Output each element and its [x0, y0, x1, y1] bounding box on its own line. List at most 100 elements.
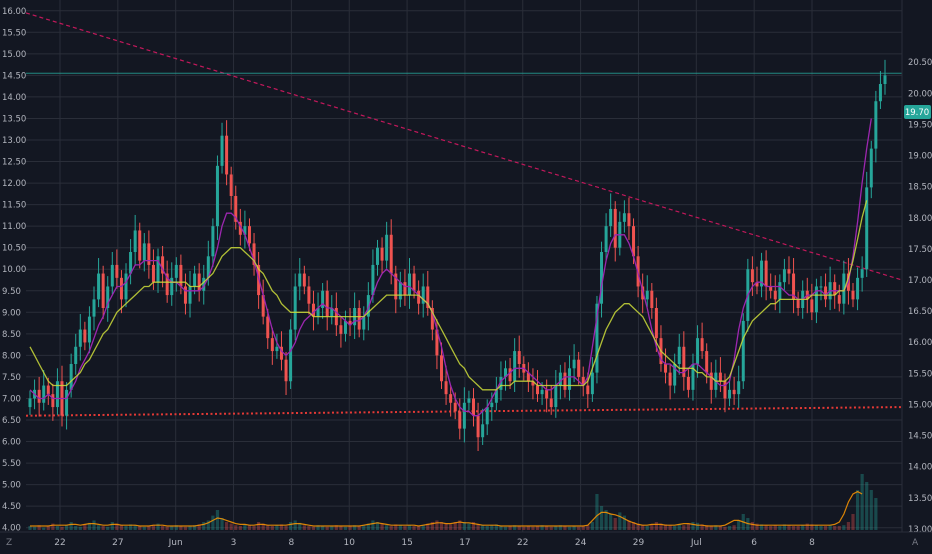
candle-body	[673, 364, 677, 386]
candle-body	[238, 221, 242, 235]
volume-bar	[28, 526, 32, 530]
volume-bar	[229, 523, 233, 530]
candle-body	[289, 329, 293, 382]
volume-bar	[764, 525, 768, 530]
time-axis[interactable]: 22 27 Jun 3 8 10 15 17 22 24 29 Jul 6 8	[0, 531, 932, 550]
candle-body	[750, 269, 754, 283]
candle-body	[197, 273, 201, 291]
candle-body	[467, 398, 471, 403]
candle-body	[499, 376, 503, 390]
candle-body	[142, 243, 146, 261]
time-axis-panel	[0, 532, 932, 550]
volume-bar	[723, 526, 727, 530]
volume-bar	[302, 525, 306, 530]
volume-bar	[243, 524, 247, 530]
volume-bar	[668, 525, 672, 530]
volume-bar	[549, 526, 553, 530]
volume-bar	[311, 526, 316, 530]
candle-body	[211, 226, 215, 257]
candle-body	[650, 290, 654, 308]
left-tick-label: 10.50	[2, 244, 26, 254]
candle-body	[357, 308, 361, 330]
volume-bar	[654, 522, 658, 530]
right-tick-label: 20.00	[908, 89, 932, 99]
candle-body	[426, 286, 430, 308]
candle-body	[819, 286, 823, 288]
candle-body	[78, 329, 82, 347]
candle-body	[494, 389, 498, 403]
candle-body	[421, 286, 425, 304]
candle-body	[682, 346, 686, 377]
volume-bar	[46, 526, 50, 530]
left-tick-label: 13.00	[2, 136, 26, 146]
volume-bar	[206, 520, 210, 530]
candle-body	[51, 394, 55, 408]
candle-body	[444, 381, 448, 395]
candle-body	[645, 290, 649, 300]
candle-body	[554, 385, 558, 408]
candle-body	[728, 389, 732, 399]
volume-bar	[197, 524, 201, 530]
volume-bar	[55, 526, 60, 530]
time-tick-label: 22	[54, 538, 65, 548]
volume-bar	[421, 525, 425, 530]
volume-bar	[622, 515, 626, 530]
candle-body	[330, 308, 334, 317]
volume-bar	[380, 523, 384, 530]
right-tick-label: 18.00	[908, 214, 932, 224]
time-tick-label: Jun	[168, 538, 183, 548]
volume-bar	[403, 526, 407, 530]
volume-bar	[115, 523, 119, 530]
time-tick-label: 22	[517, 538, 528, 548]
volume-bar	[138, 526, 142, 530]
candle-body	[632, 226, 636, 257]
candle-body	[412, 273, 416, 291]
volume-bar	[128, 524, 133, 530]
last-price-label: 19.70	[904, 105, 931, 119]
candle-body	[764, 260, 768, 287]
volume-bar	[215, 510, 220, 530]
candle-body	[677, 346, 681, 364]
left-tick-label: 15.50	[2, 28, 26, 38]
candle-body	[252, 243, 256, 265]
volume-bar	[691, 522, 695, 530]
candle-body	[604, 226, 608, 252]
candle-body	[531, 381, 535, 386]
left-tick-label: 8.50	[2, 330, 21, 340]
volume-bar	[234, 525, 238, 530]
candle-body	[343, 320, 347, 334]
candle-body	[837, 295, 841, 304]
candle-body	[55, 381, 59, 408]
candle-body	[668, 372, 672, 386]
volume-bar	[357, 526, 361, 530]
volume-bar	[124, 526, 128, 530]
volume-bar	[202, 522, 206, 530]
right-tick-label: 13.50	[908, 494, 932, 504]
volume-bar	[791, 526, 796, 530]
candle-body	[106, 286, 110, 308]
left-tick-label: 6.00	[2, 438, 21, 448]
volume-bar	[289, 522, 293, 530]
volume-bar	[837, 526, 841, 530]
candle-body	[572, 359, 576, 369]
volume-bar	[673, 526, 677, 530]
candle-body	[46, 385, 50, 395]
volume-bar	[540, 525, 544, 530]
volume-bar	[535, 526, 540, 530]
candle-body	[234, 196, 238, 222]
right-price-axis[interactable]: 20.50 20.00 19.50 19.00 18.50 18.00 17.50 17.00…	[901, 0, 932, 550]
volume-bar	[636, 523, 640, 530]
volume-bar	[261, 523, 265, 530]
slow-moving-average	[29, 200, 868, 391]
candle-body	[321, 290, 325, 308]
volume-bar	[595, 494, 599, 530]
bottom-left-mark[interactable]: Z	[6, 538, 12, 548]
volume-bar	[343, 526, 348, 530]
right-tick-label: 14.50	[908, 432, 932, 442]
bottom-right-mark[interactable]: A	[912, 538, 919, 548]
candle-body	[138, 230, 142, 261]
volume-bar	[362, 525, 366, 530]
right-tick-label: 17.50	[908, 245, 932, 255]
candle-body	[458, 411, 462, 429]
